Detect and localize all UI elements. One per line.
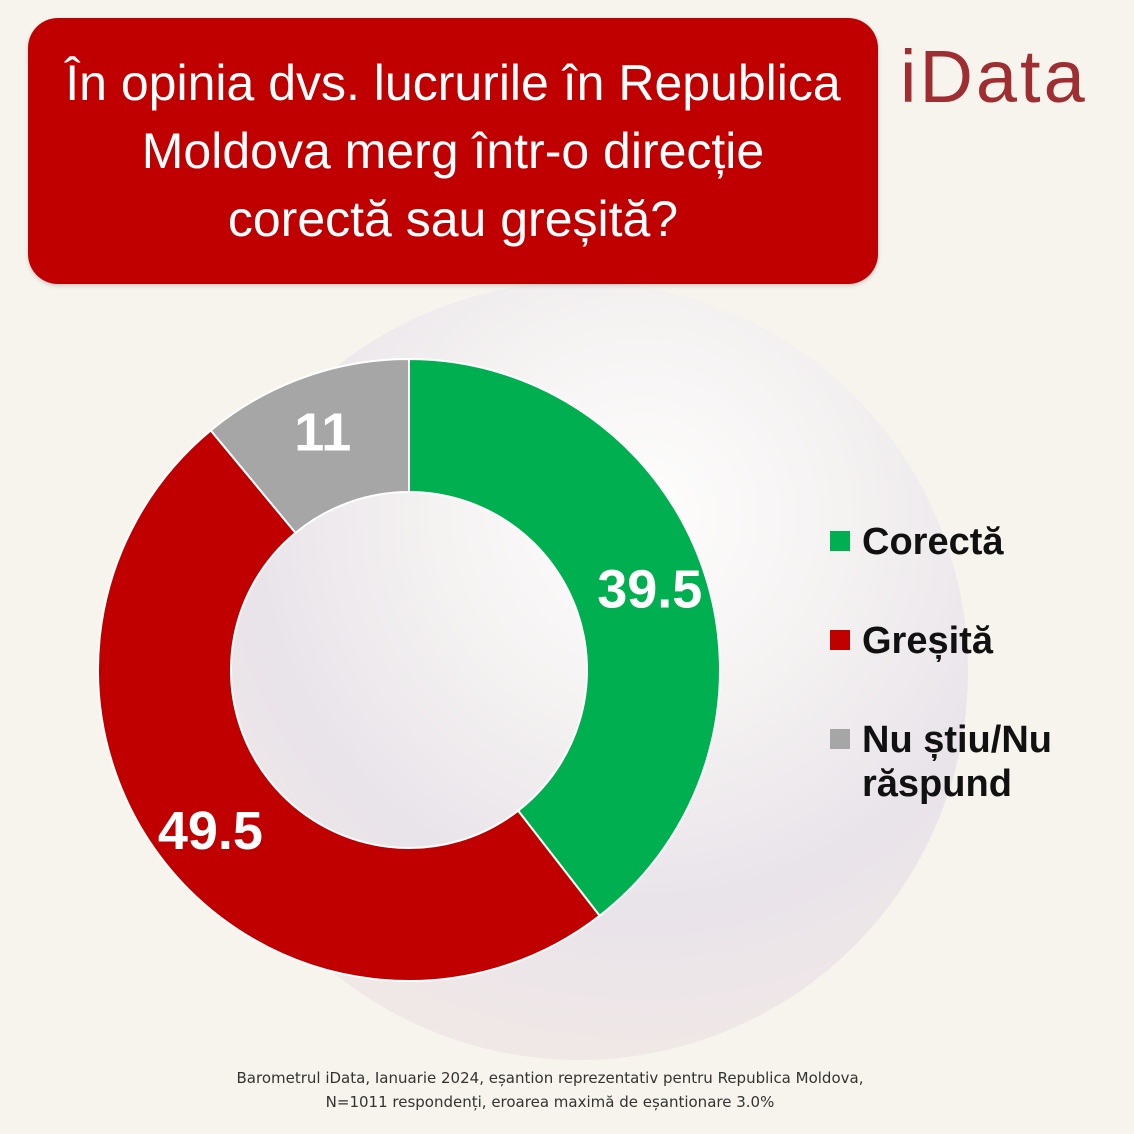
- footnote-line-2: N=1011 respondenți, eroarea maximă de eș…: [325, 1093, 775, 1111]
- legend-label-nu-stiu: Nu știu/Nu răspund: [862, 719, 1052, 805]
- data-label-nu-stiu: 11: [294, 403, 351, 463]
- legend-item-corecta: Corectă: [830, 520, 1092, 564]
- chart-title: În opinia dvs. lucrurile în Republica Mo…: [65, 55, 841, 247]
- footnote-line-1: Barometrul iData, Ianuarie 2024, eșantio…: [236, 1069, 864, 1087]
- legend: Corectă Greșită Nu știu/Nu răspund: [830, 520, 1092, 861]
- title-banner: În opinia dvs. lucrurile în Republica Mo…: [28, 18, 878, 284]
- legend-label-gresita: Greșită: [862, 620, 993, 662]
- donut-slice-corecta: [408, 357, 721, 918]
- legend-swatch-gresita: [830, 630, 850, 650]
- legend-swatch-nu-stiu: [830, 729, 850, 749]
- donut-slice-gresita: [97, 428, 602, 983]
- legend-swatch-corecta: [830, 531, 850, 551]
- legend-item-nu-stiu: Nu știu/Nu răspund: [830, 718, 1092, 806]
- brand-logo: iData: [900, 35, 1088, 118]
- data-label-corecta: 39.5: [597, 560, 702, 620]
- donut-slice-nu-stiu: [209, 357, 410, 535]
- legend-label-corecta: Corectă: [862, 521, 1004, 563]
- source-footnote: Barometrul iData, Ianuarie 2024, eșantio…: [0, 1066, 1100, 1114]
- legend-item-gresita: Greșită: [830, 619, 1092, 663]
- data-label-gresita: 49.5: [158, 801, 263, 861]
